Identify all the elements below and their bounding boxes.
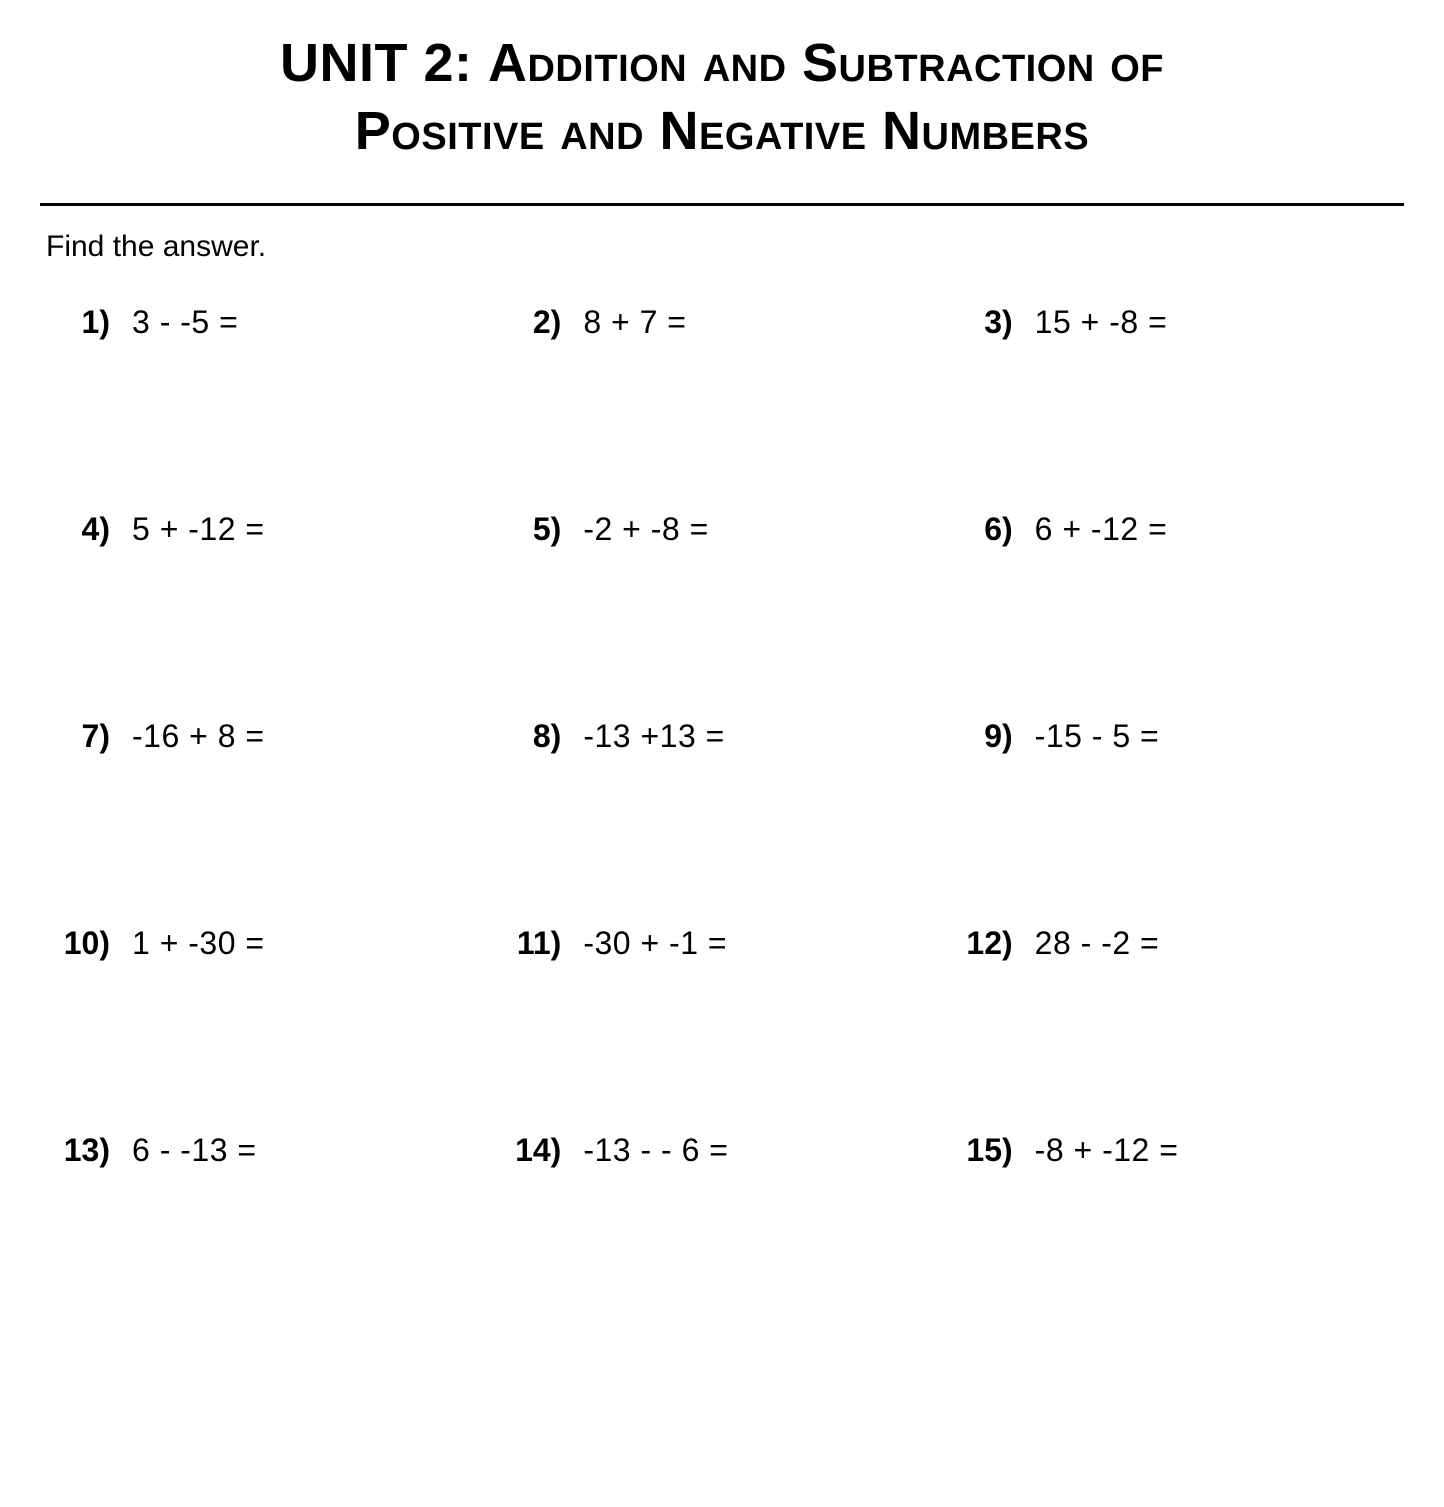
title-line-2-text: Positive and Negative Numbers	[355, 101, 1089, 161]
problem-expression: -16 + 8 =	[132, 718, 265, 755]
problem-number: 2)	[501, 304, 561, 341]
problem-item: 4) 5 + -12 =	[50, 511, 491, 548]
problem-item: 11) -30 + -1 =	[501, 925, 942, 962]
problem-expression: 3 - -5 =	[132, 304, 238, 341]
problem-expression: 1 + -30 =	[132, 925, 265, 962]
title-line-1: UNIT 2: Addition and Subtraction of	[60, 30, 1384, 98]
problem-expression: 6 + -12 =	[1035, 511, 1168, 548]
problem-item: 13) 6 - -13 =	[50, 1132, 491, 1169]
problem-grid: 1) 3 - -5 = 2) 8 + 7 = 3) 15 + -8 = 4) 5…	[40, 304, 1404, 1169]
title-divider	[40, 203, 1404, 206]
problem-number: 12)	[953, 925, 1013, 962]
problem-number: 3)	[953, 304, 1013, 341]
problem-item: 1) 3 - -5 =	[50, 304, 491, 341]
problem-item: 12) 28 - -2 =	[953, 925, 1394, 962]
problem-expression: -2 + -8 =	[583, 511, 708, 548]
problem-item: 5) -2 + -8 =	[501, 511, 942, 548]
problem-number: 11)	[501, 925, 561, 962]
problem-number: 5)	[501, 511, 561, 548]
problem-number: 14)	[501, 1132, 561, 1169]
problem-number: 4)	[50, 511, 110, 548]
title-line-1-rest: Addition and Subtraction of	[488, 33, 1164, 93]
problem-item: 6) 6 + -12 =	[953, 511, 1394, 548]
worksheet-title: UNIT 2: Addition and Subtraction of Posi…	[40, 30, 1404, 193]
problem-number: 6)	[953, 511, 1013, 548]
problem-number: 8)	[501, 718, 561, 755]
problem-expression: -13 +13 =	[583, 718, 725, 755]
problem-item: 7) -16 + 8 =	[50, 718, 491, 755]
problem-item: 15) -8 + -12 =	[953, 1132, 1394, 1169]
problem-expression: 5 + -12 =	[132, 511, 265, 548]
problem-item: 9) -15 - 5 =	[953, 718, 1394, 755]
problem-item: 2) 8 + 7 =	[501, 304, 942, 341]
problem-item: 10) 1 + -30 =	[50, 925, 491, 962]
problem-expression: -30 + -1 =	[583, 925, 727, 962]
instruction-text: Find the answer.	[46, 230, 1404, 264]
problem-expression: 28 - -2 =	[1035, 925, 1160, 962]
problem-number: 1)	[50, 304, 110, 341]
problem-item: 8) -13 +13 =	[501, 718, 942, 755]
problem-expression: -15 - 5 =	[1035, 718, 1160, 755]
problem-item: 14) -13 - - 6 =	[501, 1132, 942, 1169]
unit-label: UNIT 2:	[280, 33, 473, 93]
problem-expression: 6 - -13 =	[132, 1132, 257, 1169]
problem-number: 9)	[953, 718, 1013, 755]
problem-expression: 15 + -8 =	[1035, 304, 1168, 341]
problem-expression: -8 + -12 =	[1035, 1132, 1179, 1169]
problem-item: 3) 15 + -8 =	[953, 304, 1394, 341]
problem-expression: -13 - - 6 =	[583, 1132, 728, 1169]
title-line-2: Positive and Negative Numbers	[60, 98, 1384, 166]
problem-number: 13)	[50, 1132, 110, 1169]
problem-number: 15)	[953, 1132, 1013, 1169]
problem-number: 7)	[50, 718, 110, 755]
problem-expression: 8 + 7 =	[583, 304, 686, 341]
problem-number: 10)	[50, 925, 110, 962]
